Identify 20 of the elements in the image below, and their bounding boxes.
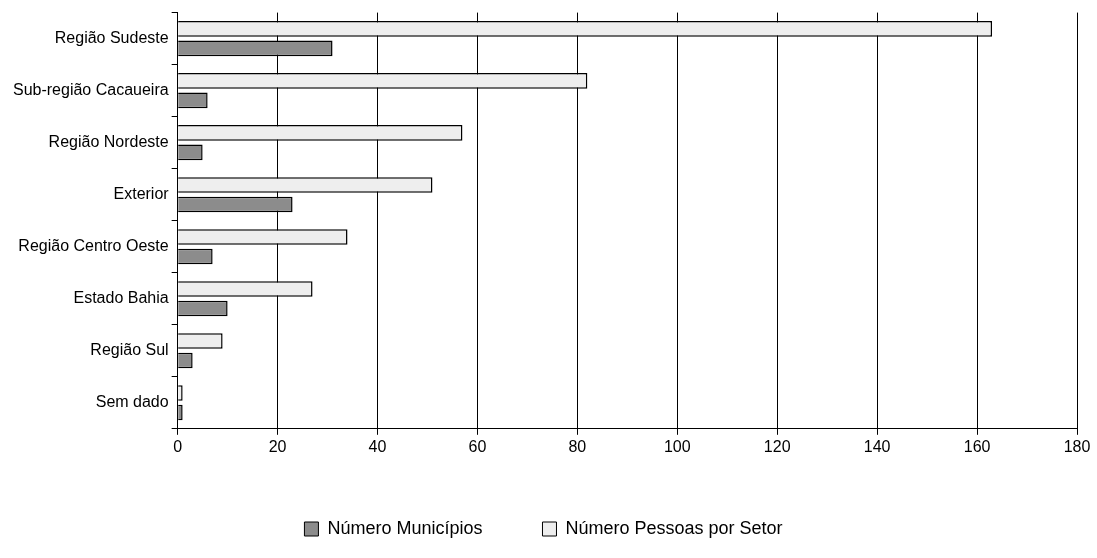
x-tick-label: 180 bbox=[1063, 437, 1091, 455]
x-tick-label: 140 bbox=[863, 437, 891, 455]
y-tick-label: Sem dado bbox=[95, 393, 169, 411]
x-tick-label: 100 bbox=[663, 437, 691, 455]
y-tick-label: Região Sul bbox=[90, 341, 169, 359]
x-tick-label: 120 bbox=[763, 437, 791, 455]
x-tick-label: 60 bbox=[468, 437, 487, 455]
x-tick-label: 160 bbox=[963, 437, 991, 455]
y-tick-label: Região Nordeste bbox=[48, 133, 169, 151]
legend-label: Número Pessoas por Setor bbox=[565, 517, 783, 538]
y-tick-label: Região Sudeste bbox=[54, 29, 169, 47]
y-tick-label: Sub-região Cacaueira bbox=[12, 81, 169, 99]
y-tick-label: Exterior bbox=[113, 185, 170, 203]
y-tick-label: Estado Bahia bbox=[73, 289, 169, 307]
y-tick-label: Região Centro Oeste bbox=[18, 237, 169, 255]
x-tick-label: 80 bbox=[568, 437, 587, 455]
x-tick-label: 20 bbox=[268, 437, 287, 455]
x-tick-label: 40 bbox=[368, 437, 387, 455]
legend-label: Número Municípios bbox=[327, 517, 483, 538]
x-tick-label: 0 bbox=[173, 437, 183, 455]
